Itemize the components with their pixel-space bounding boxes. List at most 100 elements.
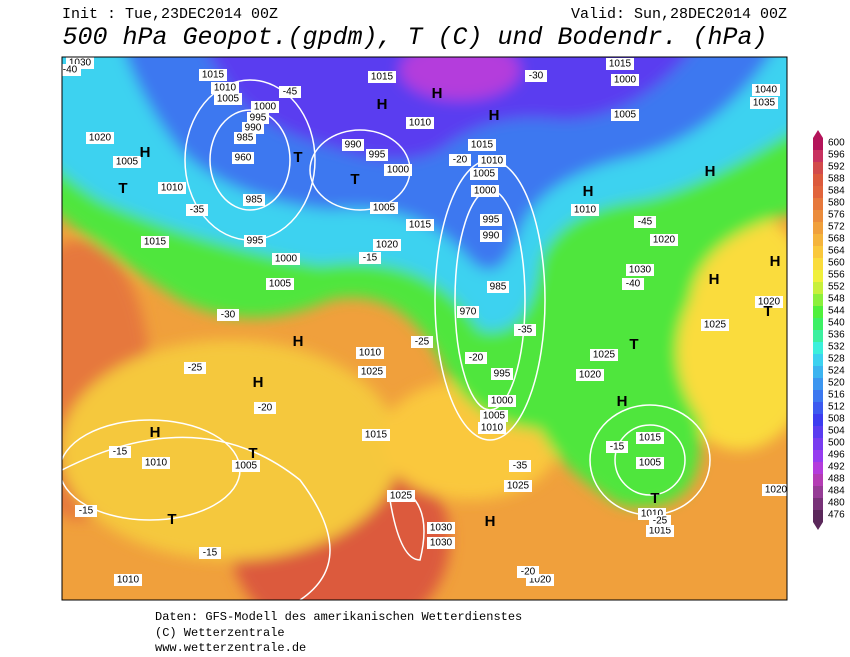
temperature-label: -40 — [626, 279, 641, 290]
color-box — [813, 174, 823, 186]
isobar-label: 1025 — [390, 491, 413, 502]
color-tick-label: 560 — [828, 258, 845, 269]
temperature-label: -15 — [610, 442, 625, 453]
pressure-center: T — [248, 445, 257, 462]
temperature-label: -15 — [363, 253, 378, 264]
color-box — [813, 318, 823, 330]
label-box — [232, 152, 254, 164]
color-box — [813, 462, 823, 474]
isobar — [389, 499, 425, 561]
isobar-label: 1005 — [483, 411, 506, 422]
color-tick-label: 576 — [828, 210, 845, 221]
label-box — [362, 429, 390, 441]
label-box — [622, 278, 644, 290]
label-box — [370, 202, 398, 214]
color-tick-label: 600 — [828, 138, 845, 149]
warm-area — [62, 340, 400, 560]
label-box — [406, 117, 434, 129]
color-box — [813, 210, 823, 222]
label-box — [158, 182, 186, 194]
label-box — [487, 281, 509, 293]
pressure-center: H — [253, 374, 264, 391]
label-box — [199, 547, 221, 559]
temperature-label: -20 — [469, 353, 484, 364]
color-tick-label: 512 — [828, 402, 845, 413]
pressure-center: H — [377, 96, 388, 113]
label-box — [576, 369, 604, 381]
label-box — [251, 101, 279, 113]
color-tick-label: 488 — [828, 474, 845, 485]
isobar-label: 1005 — [639, 458, 662, 469]
color-tick-label: 556 — [828, 270, 845, 281]
pressure-center: H — [709, 271, 720, 288]
label-box — [427, 522, 455, 534]
label-box — [590, 349, 618, 361]
isobar-label: 1000 — [254, 102, 277, 113]
color-tick-label: 492 — [828, 462, 845, 473]
color-box — [813, 426, 823, 438]
label-box — [514, 324, 536, 336]
isobar-label: 1010 — [214, 83, 237, 94]
isobar-label: 1025 — [507, 481, 530, 492]
pressure-center: H — [140, 144, 151, 161]
label-box — [626, 264, 654, 276]
isobar-label: 1005 — [116, 157, 139, 168]
label-box — [356, 347, 384, 359]
temperature-label: -25 — [653, 516, 668, 527]
color-tick-label: 572 — [828, 222, 845, 233]
label-box — [199, 69, 227, 81]
isobar-label: 1010 — [574, 205, 597, 216]
isobar-label: 1010 — [359, 348, 382, 359]
label-box — [142, 457, 170, 469]
pressure-center: H — [489, 107, 500, 124]
isobar-label: 1010 — [641, 509, 664, 520]
pressure-center: H — [432, 85, 443, 102]
init-time: Init : Tue,23DEC2014 00Z — [62, 6, 278, 23]
label-box — [232, 460, 260, 472]
temperature-label: -35 — [190, 205, 205, 216]
pressure-center: H — [293, 333, 304, 350]
label-box — [752, 84, 780, 96]
label-box — [488, 395, 516, 407]
label-box — [141, 236, 169, 248]
isobar-label: 990 — [483, 231, 500, 242]
temperature-label: -45 — [638, 217, 653, 228]
temperature-label: -30 — [221, 310, 236, 321]
color-box — [813, 270, 823, 282]
label-box — [254, 402, 276, 414]
isobar-label: 1000 — [387, 165, 410, 176]
label-box — [427, 537, 455, 549]
label-box — [211, 82, 239, 94]
color-box — [813, 390, 823, 402]
label-box — [471, 185, 499, 197]
color-tick-label: 552 — [828, 282, 845, 293]
label-box — [358, 366, 386, 378]
label-box — [517, 566, 539, 578]
isobar-label: 970 — [460, 307, 477, 318]
isobar-label: 1030 — [430, 523, 453, 534]
color-tick-label: 496 — [828, 450, 845, 461]
color-box — [813, 438, 823, 450]
color-tick-label: 536 — [828, 330, 845, 341]
temperature-label: -20 — [521, 567, 536, 578]
isobar — [614, 424, 686, 496]
color-tick-label: 568 — [828, 234, 845, 245]
color-tick-label: 484 — [828, 486, 845, 497]
label-box — [109, 446, 131, 458]
isobar-label: 990 — [345, 140, 362, 151]
isobar-label: 1010 — [481, 156, 504, 167]
isobar-label: 1015 — [471, 140, 494, 151]
label-box — [611, 74, 639, 86]
color-tick-label: 516 — [828, 390, 845, 401]
isobar-label: 1015 — [202, 70, 225, 81]
isobar-label: 995 — [250, 113, 267, 124]
label-box — [571, 204, 599, 216]
label-box — [86, 132, 114, 144]
color-tick-label: 592 — [828, 162, 845, 173]
label-box — [279, 86, 301, 98]
isobar-label: 985 — [237, 133, 254, 144]
label-box — [113, 156, 141, 168]
isobar-label: 1000 — [614, 75, 637, 86]
cold-core — [400, 57, 520, 100]
